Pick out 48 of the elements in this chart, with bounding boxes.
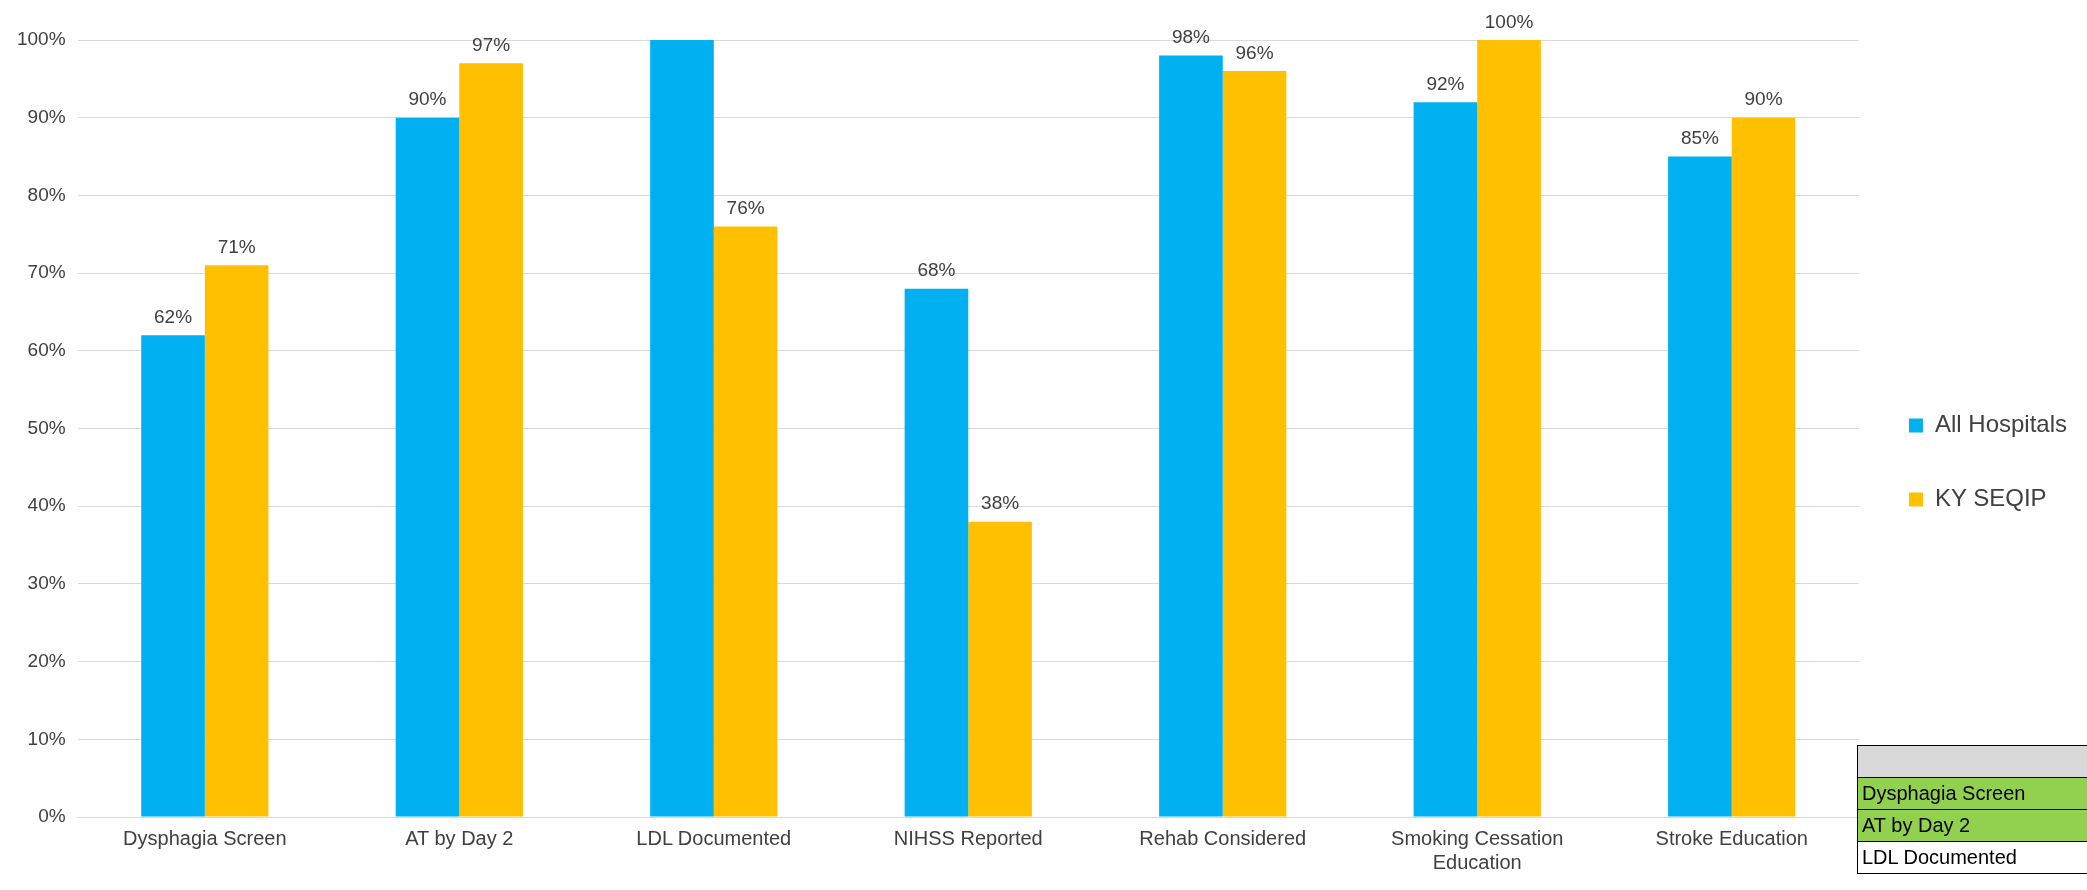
bar	[1413, 102, 1478, 817]
y-tick-label: 0%	[38, 805, 66, 827]
y-tick-label: 60%	[27, 339, 66, 361]
bar	[1668, 156, 1732, 817]
bar	[968, 521, 1032, 817]
data-label: 100%	[1484, 10, 1534, 32]
data-label: 97%	[472, 34, 511, 56]
x-tick-label: Rehab Considered	[1139, 826, 1307, 849]
x-tick-label: Stroke Education	[1655, 826, 1808, 849]
bar	[395, 117, 460, 817]
bar	[1222, 71, 1287, 817]
x-tick-label: NIHSS Reported	[893, 826, 1043, 849]
x-tick-label: Smoking Cessation Education	[1391, 826, 1564, 873]
y-tick-label: 100%	[16, 28, 66, 50]
x-tick-label: LDL Documented	[636, 826, 792, 849]
y-tick-label: 80%	[27, 183, 66, 205]
data-label: 98%	[1171, 26, 1211, 48]
data-label: 62%	[154, 305, 193, 327]
data-label: 92%	[1426, 72, 1465, 94]
x-tick-label: AT by Day 2	[405, 826, 514, 849]
bar	[459, 63, 523, 817]
bar	[1731, 117, 1796, 817]
text: Dysphagia Screen	[1857, 777, 2087, 810]
data-label: 71%	[217, 236, 256, 258]
bar	[904, 288, 969, 817]
bar	[1159, 55, 1223, 817]
bar	[650, 40, 714, 817]
data-label: 90%	[408, 88, 447, 110]
y-tick-label: 90%	[27, 105, 66, 127]
data-label: 85%	[1680, 127, 1720, 149]
y-tick-label: 20%	[27, 649, 66, 671]
y-tick-label: 10%	[27, 727, 66, 749]
data-label: 76%	[726, 197, 765, 219]
data-label: 68%	[917, 259, 956, 281]
y-tick-label: 50%	[27, 416, 66, 438]
bar	[713, 226, 778, 817]
data-label: 38%	[981, 492, 1020, 514]
bar	[204, 265, 269, 817]
y-tick-label: 40%	[27, 494, 66, 516]
legend-label: KY SEQIP	[1934, 484, 2047, 512]
data-label: 96%	[1235, 41, 1274, 63]
y-tick-label: 70%	[27, 261, 66, 283]
legend-label: All Hospitals	[1934, 410, 2067, 438]
bar	[141, 335, 205, 817]
bar	[1477, 40, 1541, 817]
data-label: 90%	[1744, 88, 1783, 110]
x-tick-label: Dysphagia Screen	[123, 826, 287, 849]
y-tick-label: 30%	[27, 572, 66, 594]
